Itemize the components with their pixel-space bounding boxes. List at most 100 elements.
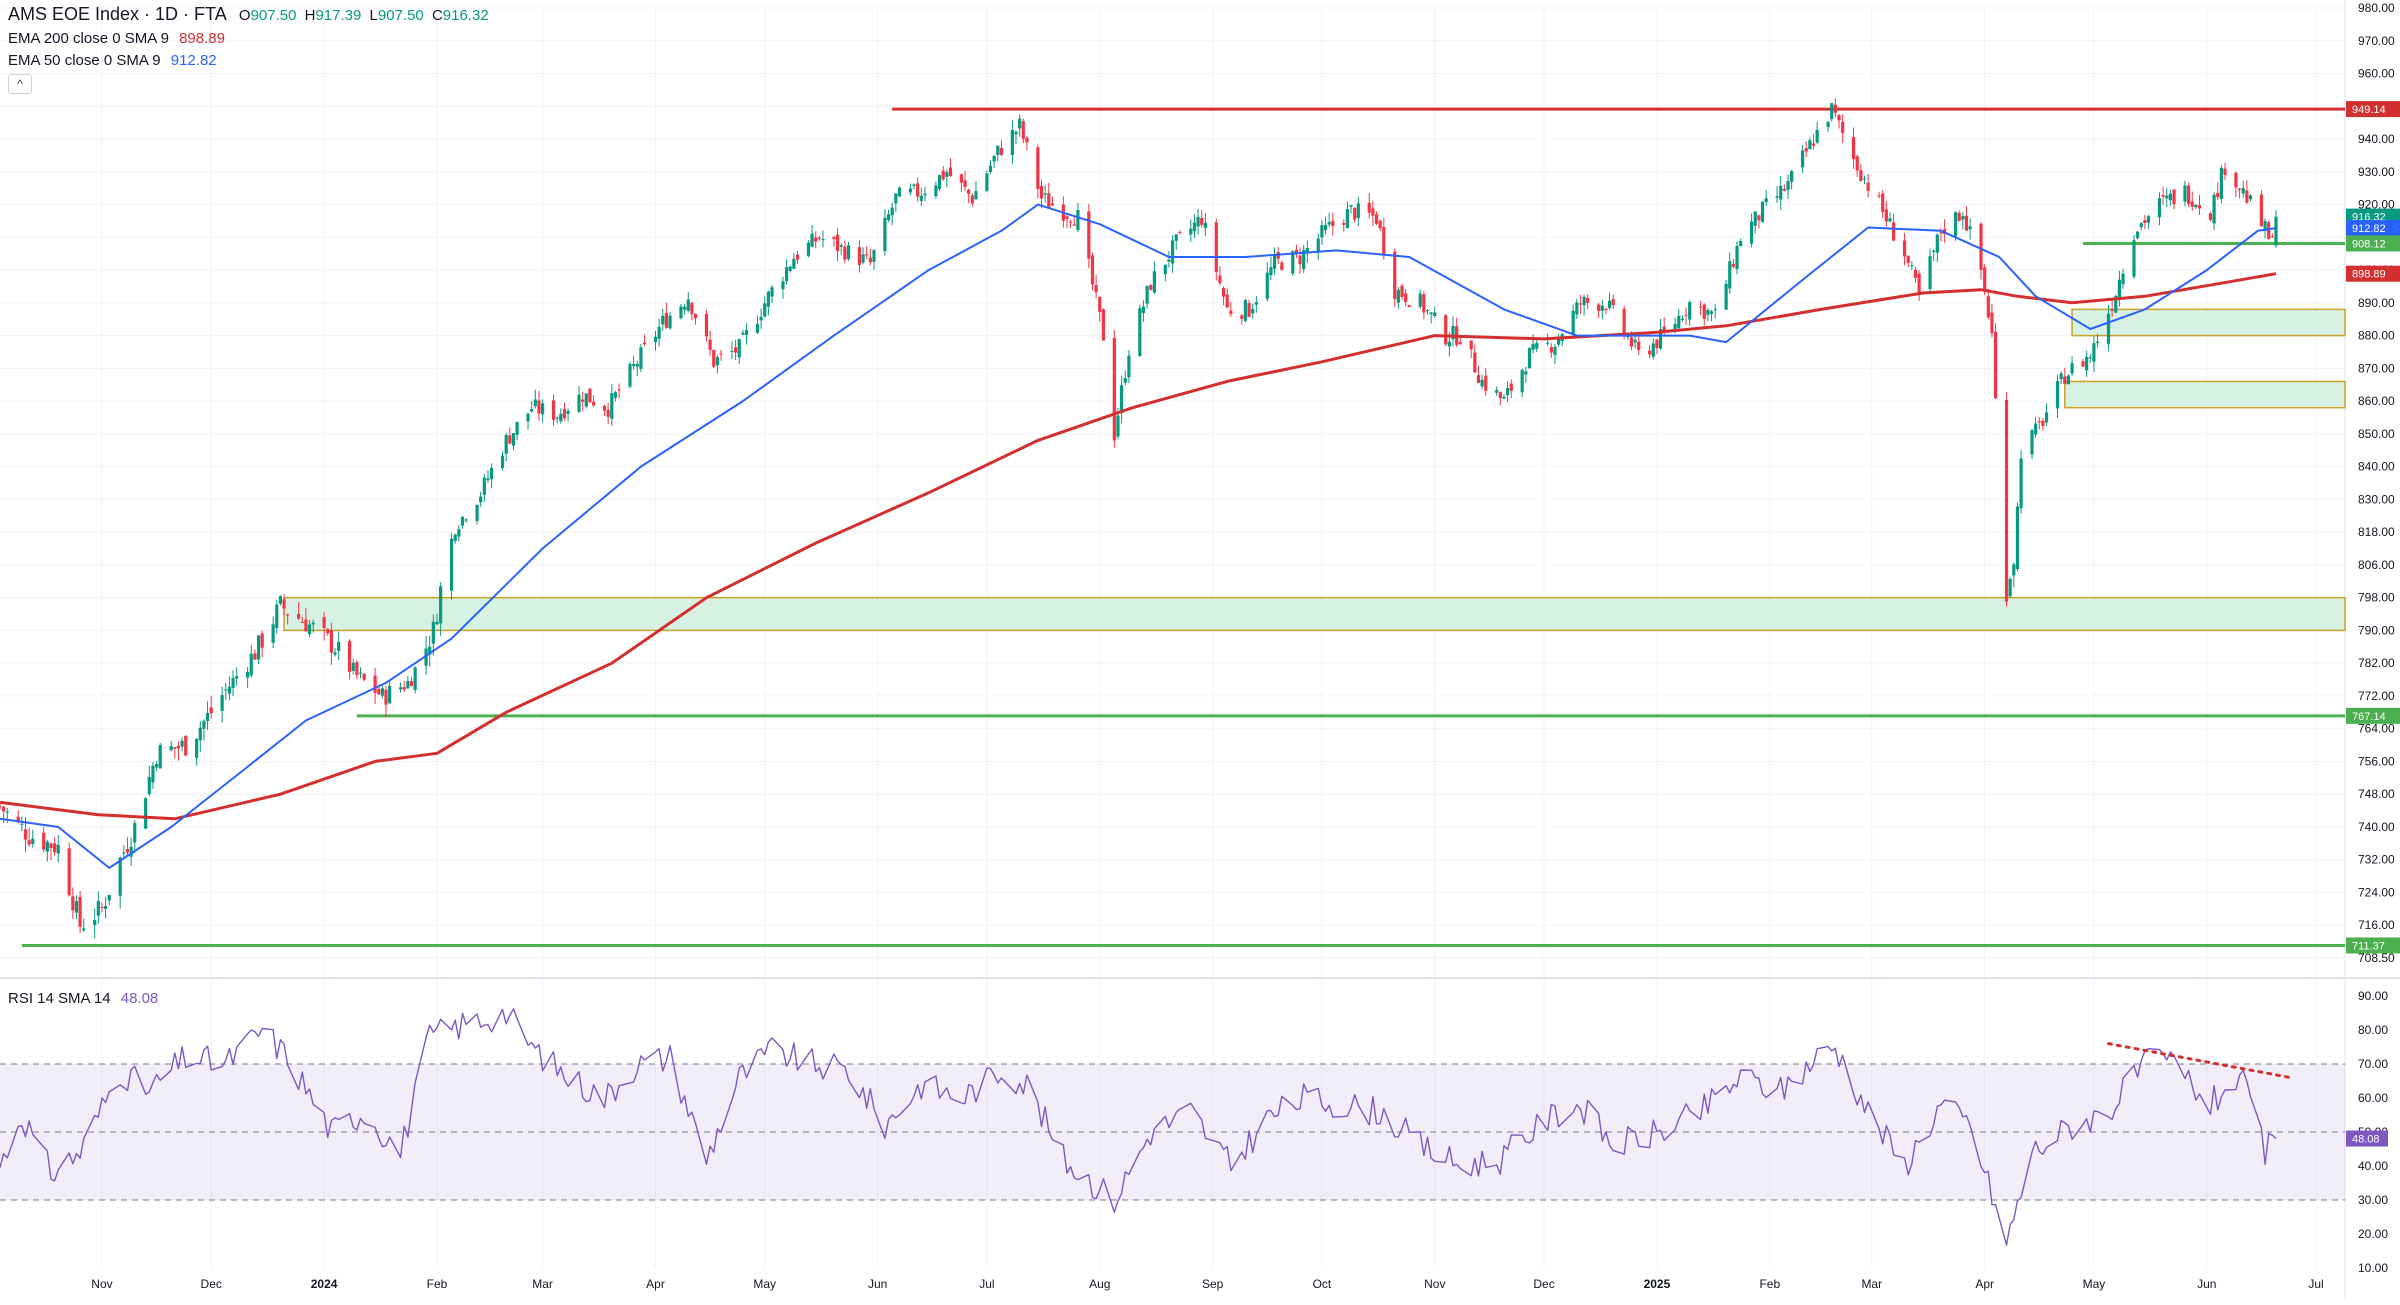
candle-body (577, 394, 581, 412)
candle-body (1251, 308, 1255, 314)
ema50-legend[interactable]: EMA 50 close 0 SMA 9 912.82 (8, 52, 489, 69)
candle-body (486, 478, 490, 481)
candle-body (1039, 185, 1044, 199)
ohlc-close-label: C (431, 7, 443, 24)
candle-body (2234, 172, 2238, 188)
candle-body (253, 653, 257, 660)
candle-body (1221, 287, 1226, 297)
candle-body (1473, 352, 1477, 373)
candle-body (1123, 378, 1127, 383)
candle-body (1779, 185, 1783, 200)
rsi-tick-label: 40.00 (2358, 1159, 2388, 1173)
date-tick-label: Feb (1759, 1277, 1780, 1291)
candle-body (1506, 387, 1510, 396)
date-tick-label: Apr (1975, 1277, 1994, 1291)
candle-body (1648, 350, 1652, 355)
candle-body (1189, 228, 1193, 235)
candle-body (908, 188, 912, 193)
candle-body (1808, 140, 1812, 150)
candle-body (846, 245, 851, 260)
candle-body (1065, 216, 1069, 219)
candle-body (1739, 241, 1743, 247)
ema200-legend[interactable]: EMA 200 close 0 SMA 9 898.89 (8, 30, 489, 47)
candle-body (2187, 185, 2191, 204)
last-value-badge (2346, 235, 2400, 252)
candle-body (1830, 103, 1834, 119)
candle-body (1520, 369, 1524, 393)
candle-body (409, 681, 414, 687)
candle-body (2110, 309, 2114, 311)
candle-body (2117, 279, 2122, 300)
candle-body (304, 619, 308, 632)
candle-body (664, 313, 669, 328)
candle-body (93, 919, 97, 926)
candle-body (1451, 326, 1455, 340)
candle-body (883, 217, 887, 252)
candle-body (1378, 220, 1382, 229)
candle-body (479, 496, 483, 503)
candles-layer (0, 98, 2278, 939)
price-tick-label: 870.00 (2358, 361, 2395, 375)
ema200-line (0, 272, 2277, 821)
candle-body (1120, 385, 1124, 414)
candle-body (0, 805, 2, 807)
candle-body (1662, 326, 1666, 332)
collapse-legend-button[interactable]: ^ (8, 74, 32, 94)
rsi-pane: 10.0020.0030.0040.0050.0060.0070.0080.00… (0, 989, 2388, 1275)
candle-body (2165, 195, 2169, 199)
candle-body (278, 596, 283, 604)
candle-body (1782, 188, 1786, 191)
candle-body (460, 516, 465, 526)
candle-body (617, 389, 621, 391)
ohlc-low-label: L (369, 7, 378, 24)
candle-body (999, 148, 1004, 155)
ema50-label: EMA 50 close 0 SMA 9 (8, 52, 161, 69)
candle-body (1902, 240, 1907, 257)
price-tick-label: 740.00 (2358, 820, 2395, 834)
candle-body (1382, 227, 1386, 256)
candle-body (205, 713, 210, 721)
candle-body (2183, 185, 2187, 202)
candle-body (886, 214, 891, 221)
candle-body (1706, 310, 1710, 315)
date-tick-label: May (753, 1277, 776, 1291)
candle-body (271, 624, 275, 643)
candle-body (2270, 236, 2274, 238)
candle-body (27, 840, 31, 845)
rsi-legend[interactable]: RSI 14 SMA 14 48.08 (8, 990, 158, 1007)
candle-body (2248, 195, 2253, 200)
candle-body (1673, 323, 1677, 332)
candle-body (602, 405, 607, 411)
candle-body (1305, 247, 1309, 254)
candle-body (584, 393, 588, 407)
candle-body (792, 258, 796, 269)
candle-body (439, 586, 443, 624)
candle-body (235, 676, 239, 679)
candle-body (511, 433, 516, 446)
candle-body (1786, 180, 1790, 190)
candle-body (628, 364, 632, 387)
symbol-title[interactable]: AMS EOE Index · 1D · FTA (8, 4, 227, 24)
candle-body (20, 823, 24, 825)
candle-body (1815, 129, 1819, 143)
candle-body (1939, 232, 1943, 234)
candle-body (562, 409, 567, 419)
candle-body (784, 267, 789, 282)
price-tick-label: 930.00 (2358, 165, 2395, 179)
candle-body (1323, 224, 1328, 231)
candle-body (970, 195, 974, 204)
candle-body (1218, 275, 1222, 284)
candle-body (1855, 156, 1859, 171)
candle-body (653, 336, 658, 343)
candle-body (1225, 294, 1229, 308)
price-tick-label: 790.00 (2358, 623, 2395, 637)
candle-body (246, 671, 250, 678)
candle-body (857, 247, 862, 265)
candle-body (1422, 294, 1426, 313)
candle-body (1760, 201, 1765, 222)
candle-body (1240, 315, 1244, 319)
candle-body (464, 519, 468, 521)
candle-body (133, 823, 137, 843)
support-zone (283, 596, 2346, 632)
